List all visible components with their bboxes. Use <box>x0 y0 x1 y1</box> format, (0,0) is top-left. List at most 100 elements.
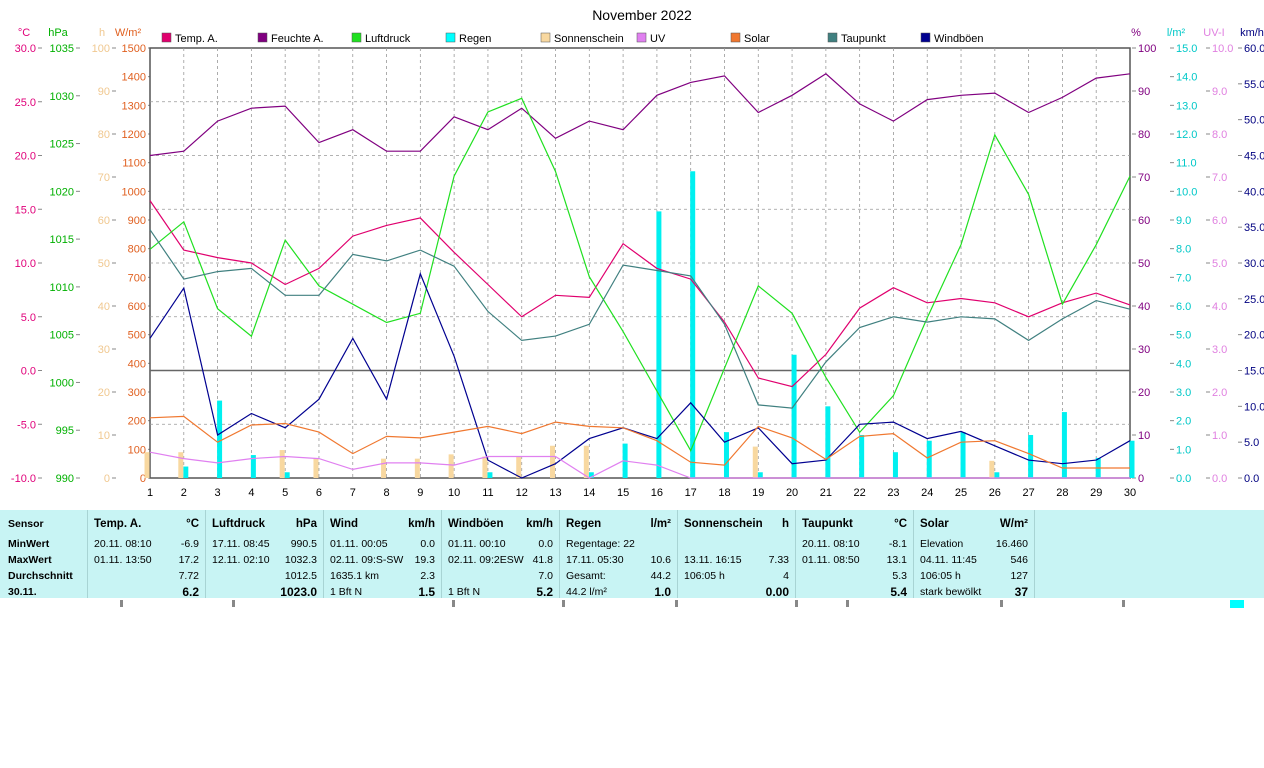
scroll-position-marker[interactable] <box>1230 600 1244 608</box>
series-line-solar <box>149 415 1130 469</box>
bar-regen <box>183 466 189 478</box>
stats-column-title: Solar <box>920 518 949 530</box>
legend-label: Sonnenschein <box>554 33 624 45</box>
x-tick-label: 28 <box>1056 487 1068 499</box>
y-tick-label: 1025 <box>50 139 74 151</box>
stats-cell-label: 20.11. 08:10 <box>94 538 152 550</box>
y-tick-label: 10.0 <box>1176 186 1197 198</box>
x-tick-label: 26 <box>989 487 1001 499</box>
y-tick-label: 0 <box>104 473 110 485</box>
y-tick-label: 25.0 <box>1244 294 1264 306</box>
x-tick-label: 22 <box>854 487 866 499</box>
y-tick-label: 55.0 <box>1244 79 1264 91</box>
y-tick-label: 30 <box>1138 344 1150 356</box>
x-tick-label: 21 <box>820 487 832 499</box>
stats-cell-value: 6.2 <box>182 585 199 599</box>
stats-cell-label: 13.11. 16:15 <box>684 554 742 566</box>
y-tick-label: 40 <box>1138 301 1150 313</box>
legend-swatch <box>730 32 741 43</box>
stats-column-sonnenschein: Sonnenschein h 13.11. 16:15 7.33 106:05 h 4 0.… <box>678 510 796 599</box>
y-tick-label: 90 <box>1138 86 1150 98</box>
legend: Temp. A. Feuchte A. Luftdruck Regen Sonnensc… <box>161 32 984 45</box>
stats-cell-value: 16.460 <box>995 538 1028 550</box>
legend-label: Luftdruck <box>365 33 411 45</box>
x-tick-label: 18 <box>718 487 730 499</box>
bar-regen <box>926 440 932 478</box>
y-tick-label: 6.0 <box>1212 215 1227 227</box>
bar-regen <box>1061 412 1067 478</box>
stats-cell-value: 4 <box>783 570 789 582</box>
y-tick-label: 1000 <box>122 186 146 198</box>
y-tick-label: 3.0 <box>1212 344 1227 356</box>
bar-regen <box>284 472 290 478</box>
x-tick-label: 1 <box>147 487 153 499</box>
stats-cell-label: 1 Bft N <box>330 586 363 598</box>
stats-column-taupunkt: Taupunkt °C 20.11. 08:10 -8.1 01.11. 08:50 13… <box>796 510 914 599</box>
x-tick-label: 14 <box>583 487 595 499</box>
y-tick-label: 13.0 <box>1176 100 1197 112</box>
y-tick-label: 1500 <box>122 43 146 55</box>
stats-cell-label: Gesamt: <box>566 570 606 582</box>
bar-sonnenschein <box>752 446 758 478</box>
bar-regen <box>690 171 696 478</box>
axis-unit-solar_wm2: W/m² <box>115 27 142 39</box>
bar-sonnenschein <box>583 445 589 478</box>
stats-cell-value: 5.4 <box>890 585 907 599</box>
x-tick-label: 13 <box>549 487 561 499</box>
y-tick-label: 10.0 <box>1244 401 1264 413</box>
x-tick-label: 6 <box>316 487 322 499</box>
y-tick-label: 50 <box>98 258 110 270</box>
x-tick-label: 4 <box>248 487 254 499</box>
y-tick-label: 300 <box>128 387 146 399</box>
stats-column-unit: °C <box>186 518 199 530</box>
stats-cell-label: 17.11. 08:45 <box>212 538 270 550</box>
stats-cell-value: 41.8 <box>532 554 553 566</box>
stats-cell-value: 17.2 <box>178 554 199 566</box>
x-tick-label: 19 <box>752 487 764 499</box>
y-tick-label: 4.0 <box>1176 358 1191 370</box>
y-tick-label: 50 <box>1138 258 1150 270</box>
bar-sonnenschein <box>414 458 420 478</box>
stats-cell-label: 20.11. 08:10 <box>802 538 860 550</box>
y-tick-label: 1300 <box>122 100 146 112</box>
chart-title: November 2022 <box>592 7 692 23</box>
legend-label: Regen <box>459 33 491 45</box>
x-tick-label: 11 <box>482 487 493 499</box>
legend-swatch <box>920 32 931 43</box>
stats-cell-value: -8.1 <box>888 538 907 550</box>
x-tick-label: 30 <box>1124 487 1136 499</box>
bar-sonnenschein <box>989 460 995 478</box>
y-tick-label: 1100 <box>122 158 146 170</box>
stats-cell-label: 44.2 l/m² <box>566 586 607 598</box>
stats-cell-label: Elevation <box>920 538 964 550</box>
stats-column-temp-a-: Temp. A. °C 20.11. 08:10 -6.9 01.11. 13:50 17… <box>88 510 206 599</box>
y-tick-label: 5.0 <box>21 312 36 324</box>
y-tick-label: 8.0 <box>1176 244 1191 256</box>
bar-regen <box>757 472 763 478</box>
stats-cell-value: 1.5 <box>418 585 435 599</box>
bar-regen <box>723 432 729 478</box>
stats-cell-label: 01.11. 08:50 <box>802 554 860 566</box>
y-tick-label: 0.0 <box>1244 473 1259 485</box>
scroll-tick <box>1000 600 1003 607</box>
scroll-tick <box>120 600 123 607</box>
stats-column-title: Luftdruck <box>212 518 266 530</box>
scroll-tick <box>675 600 678 607</box>
y-tick-label: 0.0 <box>21 366 36 378</box>
y-tick-label: 100 <box>1138 43 1156 55</box>
y-tick-label: 1005 <box>50 330 74 342</box>
y-tick-label: 30.0 <box>1244 258 1264 270</box>
legend-swatch <box>257 32 268 43</box>
y-tick-label: 20 <box>1138 387 1150 399</box>
bar-regen <box>1028 435 1034 478</box>
stats-cell-value: 1.0 <box>654 585 671 599</box>
y-tick-label: 45.0 <box>1244 151 1264 163</box>
y-tick-label: 10.0 <box>15 258 36 270</box>
y-tick-label: 1010 <box>50 282 74 294</box>
legend-swatch <box>445 32 456 43</box>
y-tick-label: 400 <box>128 358 146 370</box>
y-tick-label: 90 <box>98 86 110 98</box>
y-tick-label: -10.0 <box>11 473 36 485</box>
y-tick-label: 5.0 <box>1176 330 1191 342</box>
x-tick-label: 25 <box>955 487 967 499</box>
